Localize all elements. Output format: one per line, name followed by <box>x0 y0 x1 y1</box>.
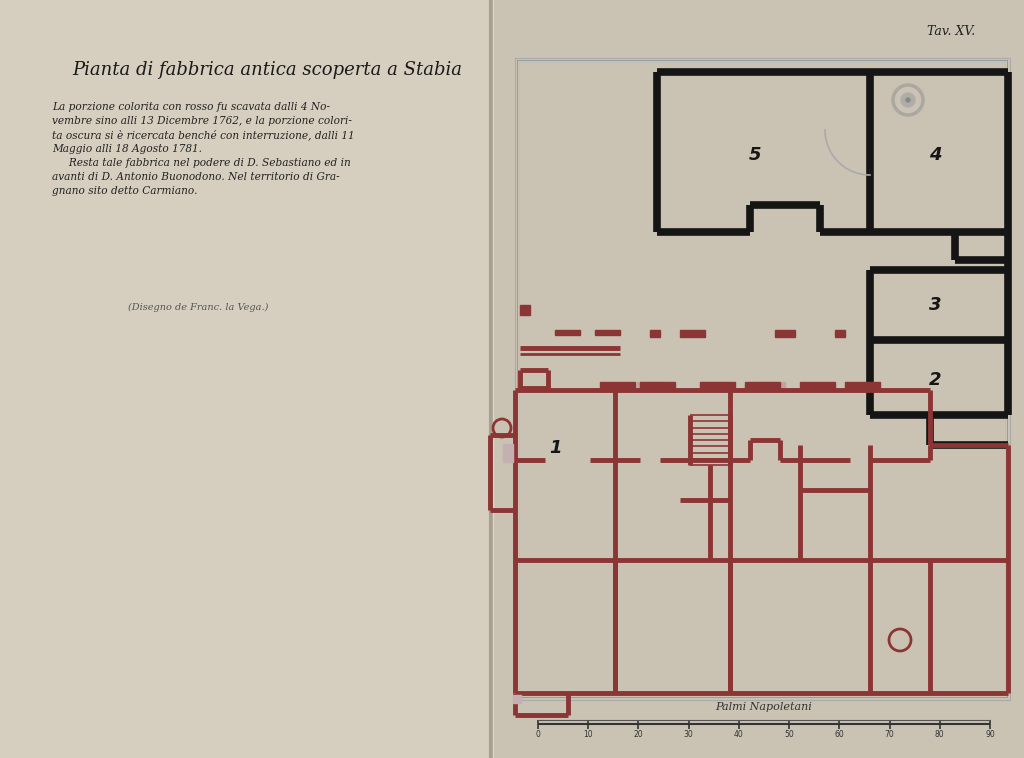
Text: vembre sino alli 13 Dicembre 1762, e la porzione colori-: vembre sino alli 13 Dicembre 1762, e la … <box>52 116 352 126</box>
Text: Maggio alli 18 Agosto 1781.: Maggio alli 18 Agosto 1781. <box>52 144 202 154</box>
Text: 20: 20 <box>634 730 643 739</box>
Text: 4: 4 <box>929 146 941 164</box>
Text: 5: 5 <box>749 146 761 164</box>
Text: 40: 40 <box>734 730 743 739</box>
Circle shape <box>906 98 910 102</box>
Text: 10: 10 <box>584 730 593 739</box>
Bar <box>680 330 705 337</box>
Text: avanti di D. Antonio Buonodono. Nel territorio di Gra-: avanti di D. Antonio Buonodono. Nel terr… <box>52 172 340 182</box>
Bar <box>775 330 795 337</box>
Text: Tav. XV.: Tav. XV. <box>927 25 975 38</box>
Text: 70: 70 <box>885 730 894 739</box>
Circle shape <box>901 93 915 107</box>
Bar <box>600 382 635 390</box>
Text: 3: 3 <box>929 296 941 314</box>
Text: 80: 80 <box>935 730 944 739</box>
Bar <box>755 382 785 390</box>
Text: (Disegno de Franc. la Vega.): (Disegno de Franc. la Vega.) <box>128 303 268 312</box>
Bar <box>637 382 667 390</box>
Bar <box>845 382 880 390</box>
Bar <box>513 695 521 703</box>
Bar <box>555 330 580 335</box>
Text: 1: 1 <box>549 439 561 457</box>
Bar <box>650 330 660 337</box>
Bar <box>835 330 845 337</box>
Bar <box>595 330 620 335</box>
Bar <box>640 382 675 390</box>
Bar <box>520 305 530 315</box>
Text: Pianta di fabbrica antica scoperta a Stabia: Pianta di fabbrica antica scoperta a Sta… <box>72 61 462 79</box>
Text: 0: 0 <box>536 730 541 739</box>
Bar <box>0 0 492 758</box>
Text: ta oscura si è ricercata benché con interruzione, dalli 11: ta oscura si è ricercata benché con inte… <box>52 129 354 140</box>
Bar <box>700 382 730 390</box>
Text: Resta tale fabbrica nel podere di D. Sebastiano ed in: Resta tale fabbrica nel podere di D. Seb… <box>52 158 351 168</box>
Text: 50: 50 <box>784 730 794 739</box>
Text: La porzione colorita con rosso fu scavata dalli 4 No-: La porzione colorita con rosso fu scavat… <box>52 102 330 112</box>
Bar <box>700 382 735 390</box>
Bar <box>800 382 835 390</box>
Text: Palmi Napoletani: Palmi Napoletani <box>716 702 812 712</box>
Text: gnano sito detto Carmiano.: gnano sito detto Carmiano. <box>52 186 198 196</box>
Text: 90: 90 <box>985 730 995 739</box>
Bar <box>503 444 513 462</box>
Text: 2: 2 <box>929 371 941 389</box>
Bar <box>745 382 780 390</box>
Text: 60: 60 <box>835 730 844 739</box>
Text: 30: 30 <box>684 730 693 739</box>
